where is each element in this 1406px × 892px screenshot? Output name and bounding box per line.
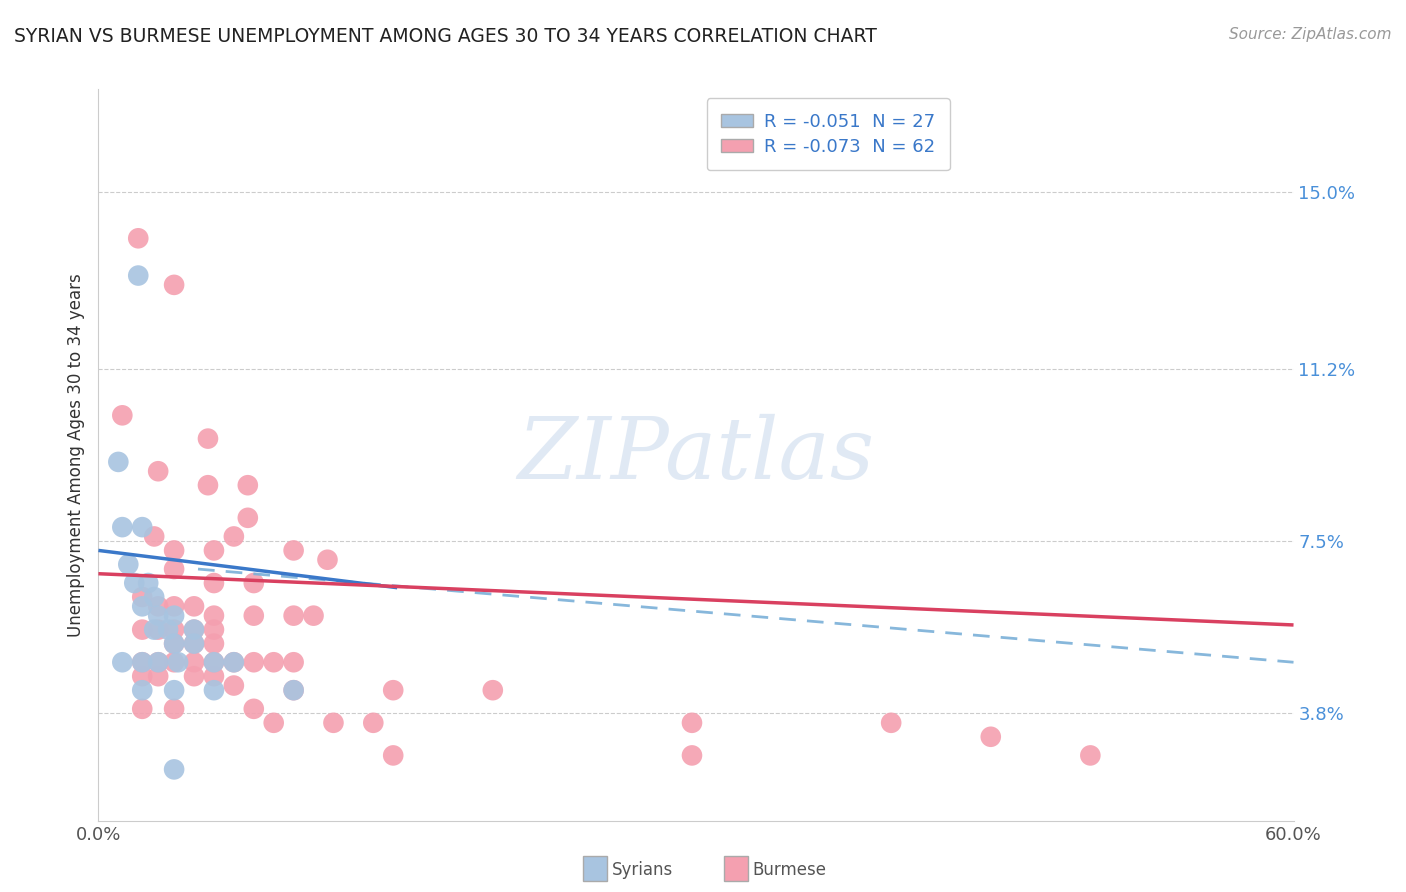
Point bbox=[131, 655, 153, 669]
Point bbox=[148, 655, 170, 669]
Point bbox=[183, 623, 205, 637]
Point bbox=[117, 558, 139, 572]
Point bbox=[283, 683, 305, 698]
Point bbox=[222, 655, 245, 669]
Legend: R = -0.051  N = 27, R = -0.073  N = 62: R = -0.051 N = 27, R = -0.073 N = 62 bbox=[707, 98, 950, 170]
Point bbox=[131, 520, 153, 534]
Point bbox=[163, 599, 186, 614]
Point bbox=[222, 679, 245, 693]
Text: Syrians: Syrians bbox=[612, 861, 673, 879]
Point bbox=[163, 637, 186, 651]
Point bbox=[243, 576, 266, 591]
Point bbox=[183, 637, 205, 651]
Point bbox=[163, 683, 186, 698]
Point bbox=[124, 576, 146, 591]
Point bbox=[148, 608, 170, 623]
Point bbox=[131, 655, 153, 669]
Point bbox=[148, 669, 170, 683]
Point bbox=[136, 576, 159, 591]
Point bbox=[148, 655, 170, 669]
Point bbox=[263, 655, 285, 669]
Point bbox=[127, 268, 149, 283]
Point bbox=[222, 655, 245, 669]
Point bbox=[382, 683, 405, 698]
Point bbox=[202, 683, 225, 698]
Text: SYRIAN VS BURMESE UNEMPLOYMENT AMONG AGES 30 TO 34 YEARS CORRELATION CHART: SYRIAN VS BURMESE UNEMPLOYMENT AMONG AGE… bbox=[14, 27, 877, 45]
Point bbox=[302, 608, 325, 623]
Point bbox=[163, 763, 186, 777]
Point bbox=[980, 730, 1002, 744]
Point bbox=[163, 702, 186, 716]
Point bbox=[163, 562, 186, 576]
Point bbox=[202, 608, 225, 623]
Point bbox=[167, 655, 190, 669]
Point bbox=[183, 637, 205, 651]
Point bbox=[202, 669, 225, 683]
Point bbox=[131, 669, 153, 683]
Point bbox=[157, 623, 180, 637]
Point bbox=[111, 655, 134, 669]
Point bbox=[127, 231, 149, 245]
Point bbox=[197, 432, 219, 446]
Point bbox=[183, 655, 205, 669]
Point bbox=[143, 623, 166, 637]
Point bbox=[283, 683, 305, 698]
Point bbox=[202, 655, 225, 669]
Point bbox=[681, 715, 703, 730]
Point bbox=[183, 669, 205, 683]
Point bbox=[131, 590, 153, 604]
Point bbox=[183, 623, 205, 637]
Point bbox=[202, 543, 225, 558]
Point bbox=[202, 623, 225, 637]
Point bbox=[880, 715, 903, 730]
Point bbox=[243, 608, 266, 623]
Point bbox=[163, 277, 186, 292]
Point bbox=[283, 543, 305, 558]
Point bbox=[143, 590, 166, 604]
Point bbox=[131, 599, 153, 614]
Point bbox=[236, 478, 259, 492]
Point bbox=[202, 576, 225, 591]
Point bbox=[163, 655, 186, 669]
Point bbox=[148, 623, 170, 637]
Point bbox=[481, 683, 505, 698]
Point bbox=[148, 599, 170, 614]
Point bbox=[111, 409, 134, 423]
Point bbox=[131, 623, 153, 637]
Text: Source: ZipAtlas.com: Source: ZipAtlas.com bbox=[1229, 27, 1392, 42]
Point bbox=[283, 608, 305, 623]
Point bbox=[322, 715, 344, 730]
Point bbox=[163, 543, 186, 558]
Point bbox=[183, 599, 205, 614]
Point bbox=[316, 553, 339, 567]
Text: ZIPatlas: ZIPatlas bbox=[517, 414, 875, 496]
Point bbox=[263, 715, 285, 730]
Point bbox=[243, 702, 266, 716]
Point bbox=[107, 455, 129, 469]
Point bbox=[283, 655, 305, 669]
Point bbox=[202, 637, 225, 651]
Point bbox=[163, 608, 186, 623]
Point bbox=[148, 464, 170, 478]
Point bbox=[111, 520, 134, 534]
Point bbox=[197, 478, 219, 492]
Text: Burmese: Burmese bbox=[752, 861, 827, 879]
Point bbox=[143, 529, 166, 543]
Point bbox=[163, 637, 186, 651]
Point bbox=[163, 623, 186, 637]
Point bbox=[131, 683, 153, 698]
Point bbox=[363, 715, 385, 730]
Point bbox=[243, 655, 266, 669]
Point bbox=[222, 529, 245, 543]
Y-axis label: Unemployment Among Ages 30 to 34 years: Unemployment Among Ages 30 to 34 years bbox=[66, 273, 84, 637]
Point bbox=[681, 748, 703, 763]
Point bbox=[202, 655, 225, 669]
Point bbox=[131, 702, 153, 716]
Point bbox=[1080, 748, 1102, 763]
Point bbox=[382, 748, 405, 763]
Point bbox=[236, 511, 259, 525]
